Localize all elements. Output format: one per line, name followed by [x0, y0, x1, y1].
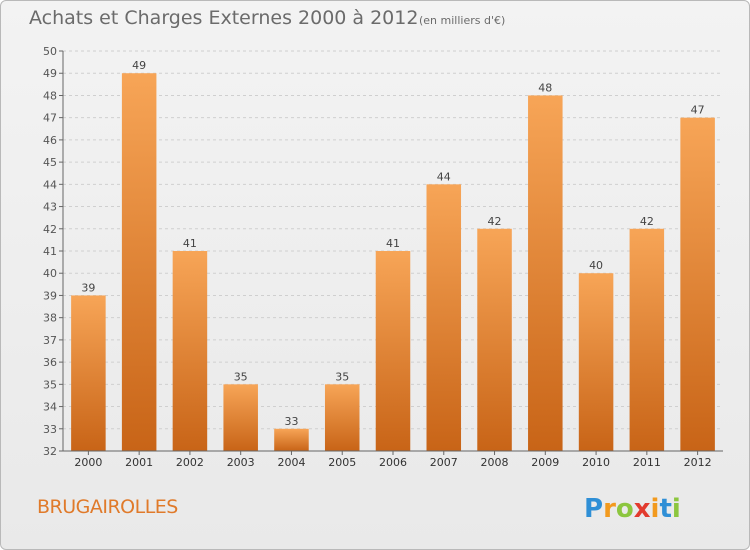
chart-title: Achats et Charges Externes 2000 à 2012 — [29, 7, 419, 29]
y-tick-label: 42 — [43, 223, 57, 236]
chart-subtitle: (en milliers d'€) — [419, 14, 506, 27]
bar-2006 — [375, 251, 411, 451]
value-label: 35 — [234, 370, 248, 383]
bar-2010 — [578, 273, 614, 451]
x-tick-label: 2002 — [176, 456, 204, 469]
y-tick-label: 49 — [43, 67, 57, 80]
x-tick-label: 2010 — [582, 456, 610, 469]
town-name: BRUGAIROLLES — [37, 496, 178, 518]
y-tick-label: 32 — [43, 445, 57, 458]
x-tick-label: 2011 — [633, 456, 661, 469]
y-tick-label: 50 — [43, 45, 57, 58]
value-labels: 39 49 41 35 33 35 41 44 42 48 40 42 47 — [81, 59, 704, 428]
x-tick-label: 2000 — [74, 456, 102, 469]
value-label: 49 — [132, 59, 146, 72]
y-tick-label: 39 — [43, 289, 57, 302]
bar-2001 — [121, 73, 157, 451]
y-tick-label: 44 — [43, 178, 57, 191]
value-label: 41 — [183, 237, 197, 250]
value-label: 33 — [284, 415, 298, 428]
x-tick-label: 2004 — [277, 456, 305, 469]
y-tick-label: 35 — [43, 378, 57, 391]
y-tick-label: 37 — [43, 334, 57, 347]
bar-2012 — [680, 117, 715, 452]
x-tick-label: 2001 — [125, 456, 153, 469]
bar-2000 — [71, 295, 106, 451]
y-tick-label: 43 — [43, 201, 57, 214]
value-label: 41 — [386, 237, 400, 250]
bars — [71, 73, 715, 452]
x-tick-label: 2006 — [379, 456, 407, 469]
value-label: 42 — [640, 215, 654, 228]
x-tick-label: 2012 — [684, 456, 712, 469]
bar-2007 — [426, 184, 462, 452]
bar-2009 — [528, 95, 563, 451]
bar-2005 — [324, 384, 360, 451]
y-tick-label: 38 — [43, 312, 57, 325]
y-tick-label: 34 — [43, 401, 57, 414]
y-tick-label: 41 — [43, 245, 57, 258]
bar-2003 — [223, 384, 258, 451]
x-tick-label: 2007 — [430, 456, 458, 469]
y-tick-label: 33 — [43, 423, 57, 436]
x-tick-label: 2005 — [328, 456, 356, 469]
bar-2011 — [629, 228, 665, 451]
value-label: 35 — [335, 370, 349, 383]
x-tick-label: 2008 — [481, 456, 509, 469]
y-tick-label: 45 — [43, 156, 57, 169]
svg-text:Proxiti: Proxiti — [584, 494, 681, 524]
value-label: 40 — [589, 259, 603, 272]
value-label: 42 — [488, 215, 502, 228]
bar-2002 — [172, 251, 208, 451]
y-tick-label: 47 — [43, 112, 57, 125]
bar-2008 — [477, 228, 512, 451]
value-label: 48 — [538, 81, 552, 94]
x-tick-label: 2003 — [227, 456, 255, 469]
proxiti-logo: Proxiti — [584, 494, 681, 524]
y-tick-label: 36 — [43, 356, 57, 369]
value-label: 44 — [437, 170, 451, 183]
value-label: 47 — [691, 104, 705, 117]
y-axis-ticks: 32 33 34 35 36 37 38 39 40 41 42 43 44 45 46 47 48 49 50 — [43, 45, 63, 458]
bar-2004 — [274, 428, 309, 451]
y-tick-label: 46 — [43, 134, 57, 147]
y-tick-label: 48 — [43, 89, 57, 102]
value-label: 39 — [81, 281, 95, 294]
x-tick-label: 2009 — [531, 456, 559, 469]
y-tick-label: 40 — [43, 267, 57, 280]
x-axis-ticks: 2000 2001 2002 2003 2004 2005 2006 2007 2008 2009… — [74, 451, 712, 469]
